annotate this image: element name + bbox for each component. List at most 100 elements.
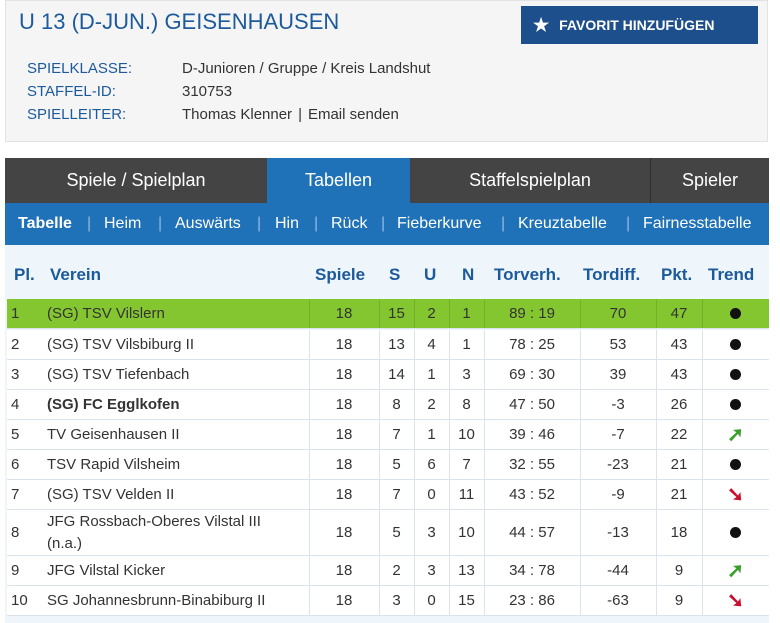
cell-value: 53 [609, 336, 627, 353]
cell-torverh: 44 : 57 [484, 510, 580, 555]
subnav-fieberkurve[interactable]: Fieberkurve [397, 215, 482, 232]
spielleiter-separator: | [298, 106, 302, 123]
tab-spiele[interactable]: Spiele / Spielplan [66, 170, 206, 190]
col-header-torverh[interactable]: Torverh. [494, 265, 561, 284]
column-divider [580, 390, 581, 419]
cell-value: 47 [670, 305, 688, 322]
cell-verein[interactable]: JFG Rossbach-Oberes Vilstal III (n.a.) [47, 510, 309, 555]
table-row[interactable]: 8 JFG Rossbach-Oberes Vilstal III (n.a.) 1… [7, 510, 769, 556]
cell-value: 2 [427, 396, 436, 413]
cell-u: 0 [414, 480, 449, 509]
cell-u: 4 [414, 330, 449, 359]
cell-verein[interactable]: (SG) FC Egglkofen [47, 390, 309, 419]
column-divider [656, 450, 657, 479]
column-divider [449, 510, 450, 555]
subnav-hin[interactable]: Hin [275, 215, 300, 232]
cell-value: 7 [392, 486, 401, 503]
tab-staffelspielplan[interactable]: Staffelspielplan [469, 170, 591, 190]
column-divider [656, 330, 657, 359]
table-row[interactable]: 3 (SG) TSV Tiefenbach 18 14 1 3 69 : 30 39 43 [7, 360, 769, 390]
col-header-s[interactable]: S [389, 265, 401, 284]
col-header-n[interactable]: N [462, 265, 475, 284]
dot-icon [730, 369, 741, 380]
column-divider [702, 510, 703, 555]
col-header-trend[interactable]: Trend [708, 265, 755, 284]
cell-value: -9 [611, 486, 625, 503]
cell-value: 10 [11, 592, 28, 609]
column-divider [309, 556, 310, 585]
subnav-rueck[interactable]: Rück [331, 215, 368, 232]
cell-value: 8 [462, 396, 471, 413]
cell-value: 23 : 86 [509, 592, 555, 609]
table-row[interactable]: 10 SG Johannesbrunn-Binabiburg II 18 3 0 15 23… [7, 586, 769, 616]
col-header-pl[interactable]: Pl. [14, 265, 35, 284]
cell-pkt: 43 [656, 330, 702, 359]
table-row[interactable]: 2 (SG) TSV Vilsbiburg II 18 13 4 1 78 : 25 53 43 [7, 330, 769, 360]
cell-verein[interactable]: (SG) TSV Tiefenbach [47, 360, 309, 389]
subnav-separator: | [87, 215, 92, 232]
column-divider [379, 510, 380, 555]
team-name: (SG) TSV Velden II [47, 485, 175, 503]
cell-verein[interactable]: (SG) TSV Vilsbiburg II [47, 330, 309, 359]
tab-spieler[interactable]: Spieler [650, 158, 769, 203]
trend-cell: ➚ [702, 420, 769, 449]
cell-verein[interactable]: JFG Vilstal Kicker [47, 556, 309, 585]
cell-verein[interactable]: TV Geisenhausen II [47, 420, 309, 449]
table-row[interactable]: 1 (SG) TSV Vilslern 18 15 2 1 89 : 19 70 47 [7, 299, 769, 329]
cell-pl: 9 [11, 556, 45, 585]
column-divider [484, 556, 485, 585]
cell-value: 9 [674, 562, 684, 579]
column-divider [309, 480, 310, 509]
cell-pl: 7 [11, 480, 45, 509]
subnav-tabelle[interactable]: Tabelle [18, 215, 72, 232]
column-divider [414, 586, 415, 615]
table-row[interactable]: 7 (SG) TSV Velden II 18 7 0 11 43 : 52 -9 21 ➘ [7, 480, 769, 510]
cell-value: 34 : 78 [509, 562, 555, 579]
column-divider [449, 420, 450, 449]
cell-pl: 5 [11, 420, 45, 449]
cell-pl: 8 [11, 510, 45, 555]
column-divider [414, 420, 415, 449]
team-header: U 13 (D-JUN.) GEISENHAUSEN ★ FAVORIT HIN… [5, 0, 768, 142]
col-header-tordiff[interactable]: Tordiff. [583, 265, 641, 284]
favorite-button[interactable]: ★ FAVORIT HINZUFÜGEN [521, 6, 758, 44]
col-header-pkt[interactable]: Pkt. [661, 265, 693, 284]
arrow-up-right-icon: ➚ [727, 559, 744, 582]
cell-value: 1 [427, 366, 436, 383]
cell-n: 10 [449, 420, 484, 449]
cell-spiele: 18 [309, 450, 379, 479]
team-name: TSV Rapid Vilsheim [47, 455, 181, 473]
column-divider [702, 299, 703, 328]
email-link[interactable]: Email senden [307, 106, 399, 123]
column-divider [414, 510, 415, 555]
cell-value: 8 [11, 524, 20, 541]
arrow-up-right-icon: ➚ [727, 423, 744, 446]
table-row[interactable]: 9 JFG Vilstal Kicker 18 2 3 13 34 : 78 -44 9 ➚ [7, 556, 769, 586]
col-header-verein[interactable]: Verein [50, 265, 102, 284]
cell-s: 15 [379, 299, 414, 328]
cell-verein[interactable]: TSV Rapid Vilsheim [47, 450, 309, 479]
cell-value: 18 [335, 524, 353, 541]
cell-verein[interactable]: SG Johannesbrunn-Binabiburg II [47, 586, 309, 615]
cell-verein[interactable]: (SG) TSV Velden II [47, 480, 309, 509]
col-header-u[interactable]: U [424, 265, 437, 284]
cell-verein[interactable]: (SG) TSV Vilslern [47, 299, 309, 328]
cell-n: 1 [449, 330, 484, 359]
arrow-down-right-icon: ➘ [727, 483, 744, 506]
tab-tabellen[interactable]: Tabellen [267, 158, 410, 203]
cell-n: 1 [449, 299, 484, 328]
subnav-auswaerts[interactable]: Auswärts [175, 215, 241, 232]
cell-pkt: 9 [656, 586, 702, 615]
table-row[interactable]: 5 TV Geisenhausen II 18 7 1 10 39 : 46 -7 22 ➚ [7, 420, 769, 450]
cell-n: 15 [449, 586, 484, 615]
subnav-fairnesstabelle[interactable]: Fairnesstabelle [643, 215, 752, 232]
column-divider [656, 299, 657, 328]
cell-torverh: 34 : 78 [484, 556, 580, 585]
subnav-heim[interactable]: Heim [104, 215, 142, 232]
cell-value: 89 : 19 [509, 305, 555, 322]
table-row[interactable]: 6 TSV Rapid Vilsheim 18 5 6 7 32 : 55 -23 21 [7, 450, 769, 480]
subnav-kreuztabelle[interactable]: Kreuztabelle [518, 215, 607, 232]
col-header-spiele[interactable]: Spiele [315, 265, 366, 284]
cell-u: 3 [414, 556, 449, 585]
table-row[interactable]: 4 (SG) FC Egglkofen 18 8 2 8 47 : 50 -3 26 [7, 390, 769, 420]
